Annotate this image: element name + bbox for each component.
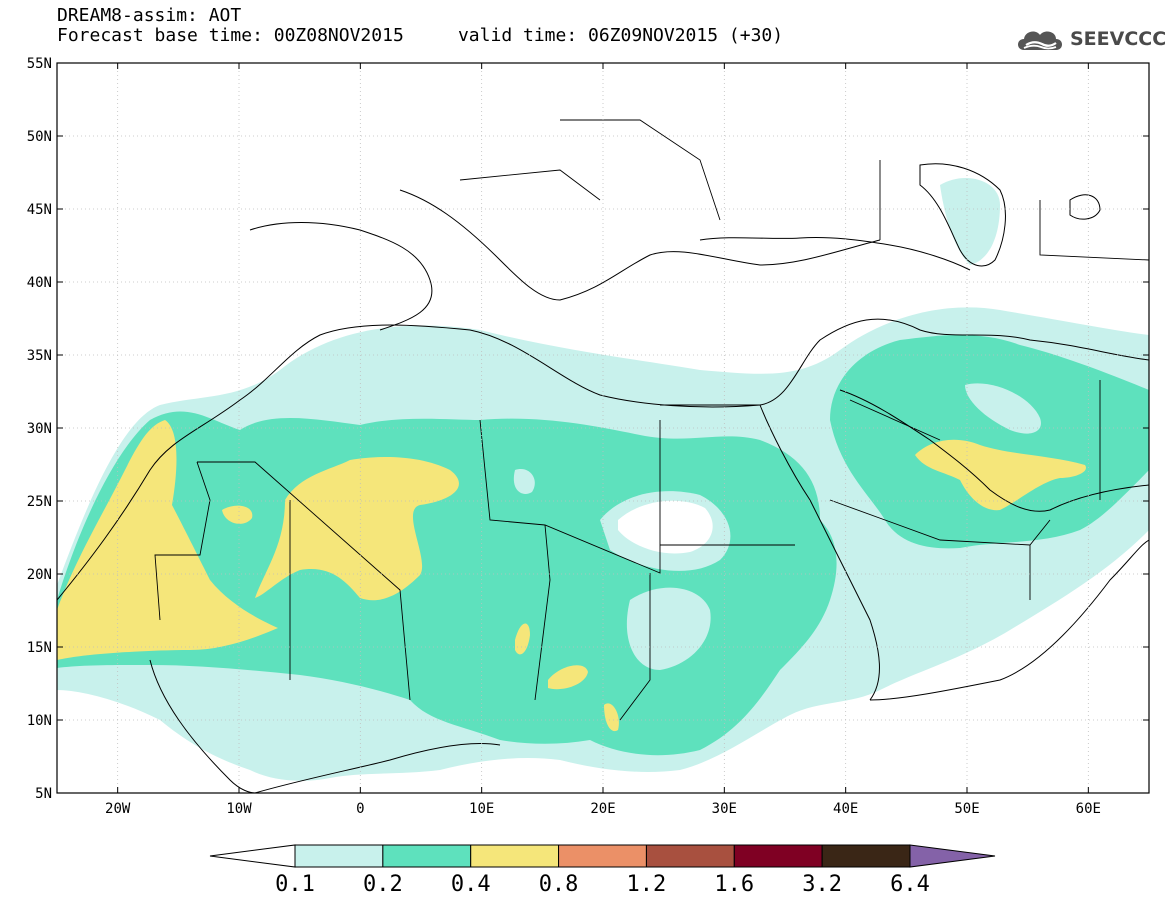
aot-band-0.4-gulf <box>915 439 1086 511</box>
colorbar-swatch <box>821 844 911 868</box>
colorbar-swatch <box>645 844 735 868</box>
colorbar-label: 1.6 <box>714 872 754 897</box>
aot-hole-egypt-white <box>618 500 713 554</box>
colorbar-label: 3.2 <box>802 872 842 897</box>
lat-label: 5N <box>35 786 52 802</box>
lon-label: 50E <box>954 801 979 817</box>
lat-label: 45N <box>27 202 52 218</box>
aot-field <box>57 177 1149 781</box>
colorbar-swatch <box>733 844 823 868</box>
cloud-icon <box>1018 31 1062 50</box>
seevccc-logo: SEEVCCC <box>1014 22 1165 56</box>
colorbar-swatch <box>294 844 384 868</box>
aot-band-0.4-car <box>604 703 619 732</box>
lon-label: 20W <box>105 801 131 817</box>
colorbar-swatch <box>470 844 560 868</box>
colorbar-label: 0.4 <box>451 872 491 897</box>
aot-band-0.4-small1 <box>222 505 253 524</box>
colorbar-label: 0.8 <box>539 872 579 897</box>
aot-band-0.2-gulf <box>830 335 1149 549</box>
colorbar-swatch <box>558 844 647 868</box>
colorbar-label: 0.2 <box>363 872 403 897</box>
colorbar-under-triangle <box>209 844 296 868</box>
lat-label: 25N <box>27 494 52 510</box>
lon-label: 60E <box>1076 801 1101 817</box>
lon-label: 30E <box>712 801 737 817</box>
colorbar-swatch <box>382 844 472 868</box>
lon-label: 40E <box>833 801 858 817</box>
longitude-labels: 20W 10W 0 10E 20E 30E 40E 50E 60E <box>105 801 1101 817</box>
axis-ticks <box>57 62 1149 794</box>
map-subtitle-times: Forecast base time: 00Z08NOV2015 valid t… <box>57 25 784 46</box>
aot-band-0.4-mauritania <box>255 457 459 601</box>
aot-hole-sudan <box>626 587 711 670</box>
coastlines <box>57 163 1149 793</box>
lat-label: 20N <box>27 567 52 583</box>
lat-label: 35N <box>27 348 52 364</box>
lat-label: 40N <box>27 275 52 291</box>
colorbar-label: 1.2 <box>627 872 667 897</box>
lat-lon-grid <box>57 63 1149 793</box>
lat-label: 50N <box>27 129 52 145</box>
colorbar-labels: 0.1 0.2 0.4 0.8 1.2 1.6 3.2 6.4 <box>275 872 930 897</box>
lat-label: 30N <box>27 421 52 437</box>
lat-label: 55N <box>27 56 52 72</box>
colorbar-over-triangle <box>909 844 996 868</box>
aot-band-0.4-westafrica <box>57 420 278 660</box>
lat-label: 10N <box>27 713 52 729</box>
lat-label: 15N <box>27 640 52 656</box>
map-title: DREAM8-assim: AOT <box>57 5 242 26</box>
logo-text: SEEVCCC <box>1070 28 1165 50</box>
aot-band-0.4-sudan <box>548 665 588 690</box>
colorbar-label: 0.1 <box>275 872 315 897</box>
aot-hole-algeria <box>513 469 535 494</box>
colorbar-label: 6.4 <box>890 872 930 897</box>
latitude-labels: 55N 50N 45N 40N 35N 30N 25N 20N 15N 10N 5N <box>27 56 52 802</box>
lon-label: 0 <box>356 801 364 817</box>
country-borders <box>154 119 1149 721</box>
aot-band-0.4-chad <box>515 623 530 655</box>
aot-hole-iran <box>965 383 1041 434</box>
aot-band-0.1-caspian <box>940 177 1000 265</box>
lon-label: 10W <box>226 801 252 817</box>
lon-label: 10E <box>469 801 494 817</box>
lon-label: 20E <box>590 801 615 817</box>
colorbar <box>209 844 996 868</box>
